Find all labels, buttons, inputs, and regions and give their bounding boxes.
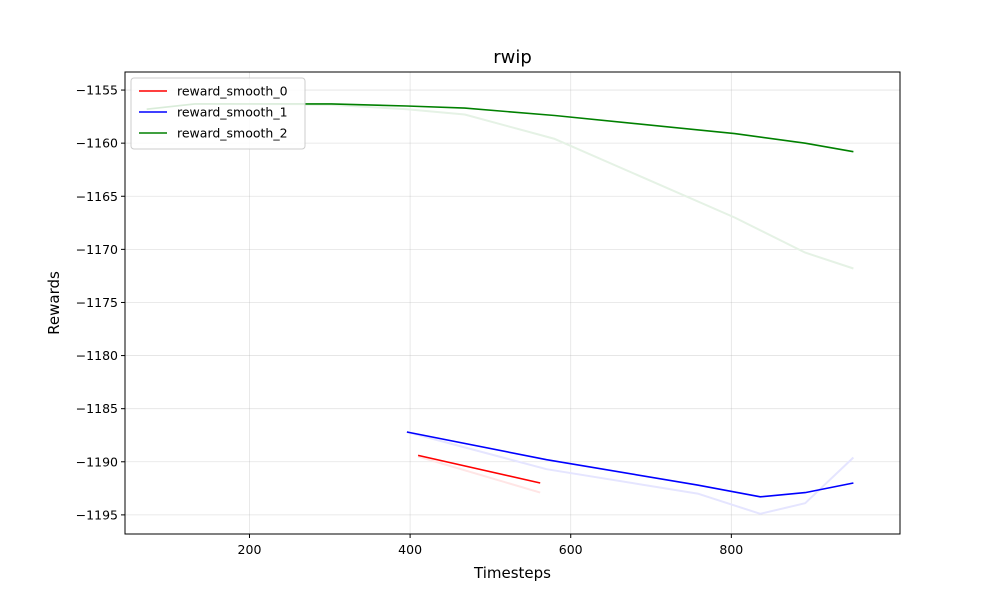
y-tick-label: −1175 bbox=[76, 295, 118, 310]
y-tick-label: −1180 bbox=[76, 348, 118, 363]
reward_smooth_0-raw-line bbox=[417, 455, 541, 494]
grid-layer bbox=[125, 72, 900, 534]
reward_smooth_0-line bbox=[417, 454, 541, 484]
legend-label: reward_smooth_1 bbox=[177, 105, 288, 120]
x-axis-label: Timesteps bbox=[473, 564, 551, 582]
x-tick-label: 400 bbox=[398, 542, 422, 557]
legend-label: reward_smooth_0 bbox=[177, 84, 288, 99]
y-tick-label: −1185 bbox=[76, 401, 118, 416]
legend: reward_smooth_0 reward_smooth_1 reward_smo… bbox=[130, 77, 306, 150]
reward_smooth_1-raw-line bbox=[406, 431, 855, 515]
y-tick-label: −1195 bbox=[76, 507, 118, 522]
chart-title: rwip bbox=[493, 47, 532, 68]
y-tick-label: −1190 bbox=[76, 454, 118, 469]
y-axis-label: Rewards bbox=[45, 271, 63, 335]
legend-label: reward_smooth_2 bbox=[177, 126, 288, 141]
x-tick-label: 200 bbox=[238, 542, 262, 557]
y-tick-label: −1155 bbox=[76, 83, 118, 98]
plot-frame bbox=[124, 71, 901, 535]
y-tick-label: −1165 bbox=[76, 189, 118, 204]
y-tick-label: −1170 bbox=[76, 242, 118, 257]
x-tick-label: 800 bbox=[719, 542, 743, 557]
x-tick-label: 600 bbox=[559, 542, 583, 557]
y-tick-label: −1160 bbox=[76, 136, 118, 151]
tick-layer: 200 400 600 800 −1155 −1160 −1165 −1170 −1175 −11… bbox=[76, 83, 744, 557]
reward_smooth_1-line bbox=[406, 431, 854, 498]
legend-box bbox=[130, 77, 306, 150]
